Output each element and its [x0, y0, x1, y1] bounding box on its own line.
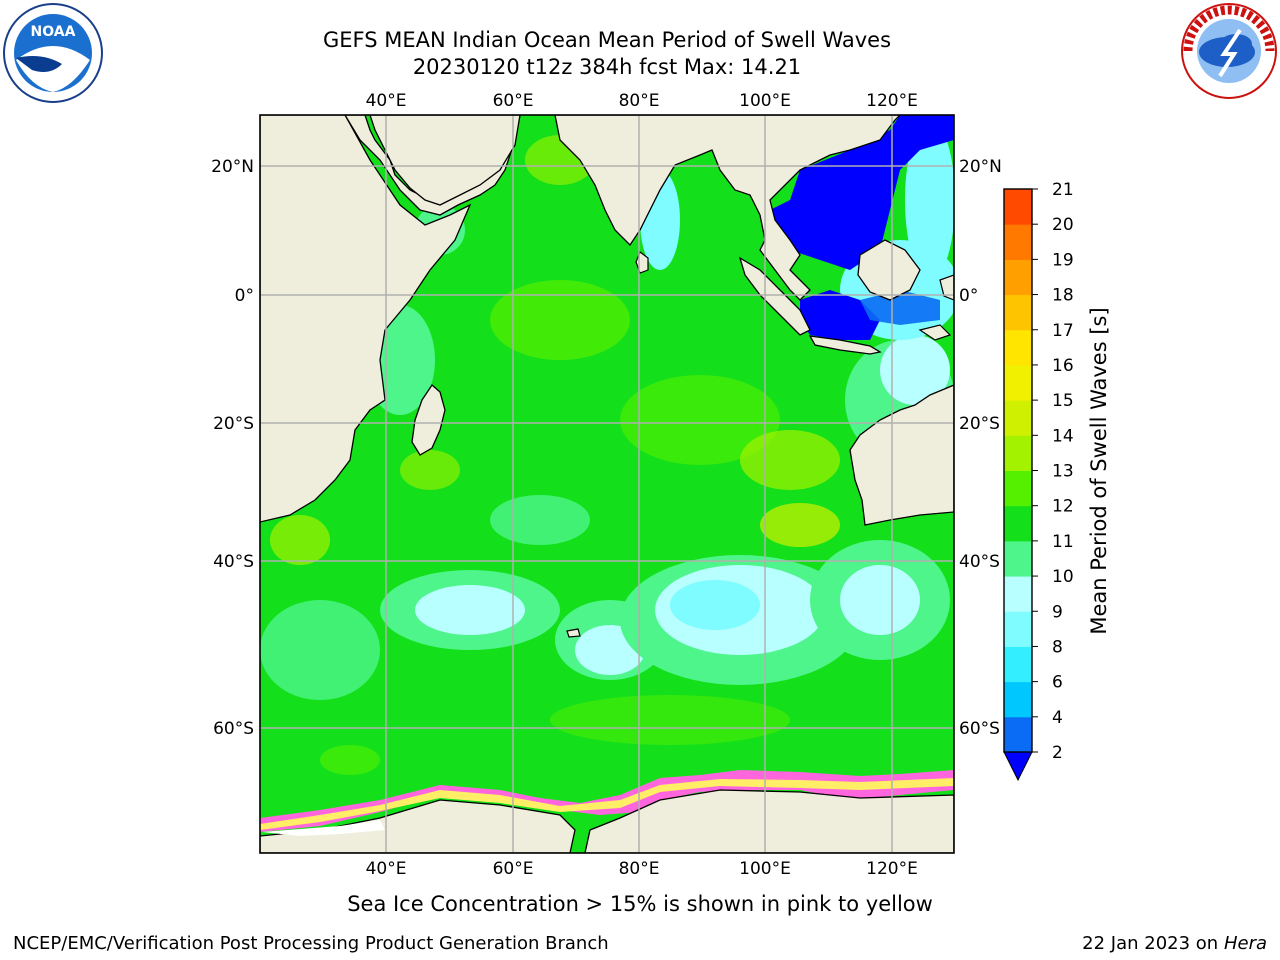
footer-host: Hera: [1223, 933, 1267, 954]
colorbar-tick-label: 18: [1052, 286, 1074, 306]
colorbar-tick-label: 20: [1052, 215, 1074, 235]
sea-ice-note: Sea Ice Concentration > 15% is shown in …: [347, 892, 933, 916]
lat-label-right: 60°S: [959, 719, 1000, 739]
colorbar: 2 4 6 8 9 10 11 12 13 14 15 16 17 18 19 20 21: [1003, 180, 1074, 782]
colorbar-tick-label: 10: [1052, 567, 1074, 587]
colorbar-segment: [1004, 611, 1032, 647]
chart-title: GEFS MEAN Indian Ocean Mean Period of Sw…: [322, 28, 892, 52]
colorbar-segment: [1004, 189, 1032, 225]
colorbar-tick-label: 15: [1052, 391, 1074, 411]
lon-label-top: 120°E: [866, 91, 918, 111]
noaa-logo-text: NOAA: [31, 24, 76, 40]
lat-label-right: 0°: [959, 286, 978, 306]
low-period-seas: [770, 115, 954, 340]
land-sumatra: [738, 256, 811, 336]
lat-label-left: 40°S: [213, 552, 254, 572]
colorbar-tick-label: 19: [1052, 250, 1074, 270]
lat-label-left: 0°: [235, 286, 254, 306]
land-india: [554, 115, 901, 301]
colorbar-tick-label: 9: [1052, 602, 1063, 622]
colorbar-segment: [1004, 470, 1032, 507]
colorbar-segment: [1004, 505, 1032, 542]
lon-label-top: 80°E: [619, 91, 660, 111]
colorbar-tick-label: 14: [1052, 426, 1074, 446]
colorbar-segment: [1004, 681, 1032, 718]
lat-label-right: 40°S: [959, 552, 1000, 572]
sea-ice-band: [260, 770, 954, 832]
colorbar-extend-arrow: [1003, 751, 1033, 782]
noaa-logo: NOAA: [3, 3, 103, 103]
lat-label-left: 60°S: [213, 719, 254, 739]
lon-label-bottom: 40°E: [366, 859, 407, 879]
lat-label-left: 20°N: [211, 157, 254, 177]
footer-credit: NCEP/EMC/Verification Post Processing Pr…: [13, 933, 609, 954]
land-antarctica: [260, 789, 954, 853]
lon-labels: 40°E 60°E 80°E 100°E 120°E 40°E 60°E 80°…: [366, 91, 918, 879]
colorbar-tick-label: 11: [1052, 532, 1074, 552]
land-australia: [849, 384, 954, 526]
colorbar-segment: [1004, 576, 1032, 612]
lon-label-bottom: 120°E: [866, 859, 918, 879]
map-frame: [259, 114, 955, 854]
lon-label-bottom: 100°E: [739, 859, 791, 879]
land-east-islands: [918, 274, 954, 341]
chart-subtitle: 20230120 t12z 384h fcst Max: 14.21: [412, 55, 802, 79]
footer-date: 22 Jan 2023 on Hera: [1082, 933, 1267, 955]
colorbar-segment: [1004, 329, 1032, 366]
colorbar-tick-label: 4: [1052, 708, 1063, 728]
graticule: [260, 115, 954, 853]
land-madagascar: [411, 384, 446, 456]
colorbar-segment: [1004, 224, 1032, 260]
lon-label-bottom: 80°E: [619, 859, 660, 879]
colorbar-segment: [1004, 540, 1032, 577]
sea-ice-shelf: [262, 820, 385, 836]
colorbar-tick-label: 12: [1052, 497, 1074, 517]
colorbar-tick-label: 8: [1052, 637, 1063, 657]
lat-label-right: 20°N: [959, 157, 1002, 177]
colorbar-tick-label: 2: [1052, 743, 1063, 763]
colorbar-label: Mean Period of Swell Waves [s]: [1087, 307, 1111, 634]
land-java: [808, 335, 882, 355]
lon-label-top: 40°E: [366, 91, 407, 111]
colorbar-segment: [1004, 364, 1032, 401]
lon-label-top: 60°E: [493, 91, 534, 111]
colorbar-tick-label: 16: [1052, 356, 1074, 376]
land-kerguelen: [566, 628, 581, 638]
nws-logo: [1181, 3, 1277, 99]
colorbar-tick-label: 21: [1052, 180, 1074, 200]
colorbar-segment: [1004, 716, 1032, 753]
colorbar-segment: [1004, 400, 1032, 436]
footer-date-text: 22 Jan 2023 on: [1082, 933, 1224, 954]
colorbar-tick-label: 6: [1052, 673, 1063, 693]
lat-label-left: 20°S: [213, 414, 254, 434]
lon-label-top: 100°E: [739, 91, 791, 111]
land-africa: [260, 115, 521, 523]
colorbar-tick-label: 13: [1052, 462, 1074, 482]
lon-label-bottom: 60°E: [493, 859, 534, 879]
colorbar-segment: [1004, 646, 1032, 683]
colorbar-segment: [1004, 435, 1032, 471]
lat-label-right: 20°S: [959, 414, 1000, 434]
colorbar-segment: [1004, 259, 1032, 296]
colorbar-segment: [1004, 294, 1032, 331]
lat-labels: 20°N 0° 20°S 40°S 60°S 20°N 0° 20°S 40°S…: [211, 157, 1002, 739]
colorbar-tick-label: 17: [1052, 321, 1074, 341]
